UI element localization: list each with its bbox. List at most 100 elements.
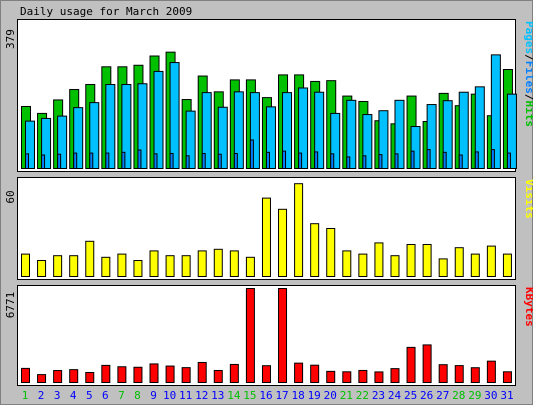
bar-visits-visits-day-17 — [278, 208, 288, 277]
bar-hits-pages-day-10 — [169, 152, 174, 170]
x-tick-label-day-31: 31 — [500, 389, 513, 402]
bar-hits-files-day-7 — [121, 84, 132, 169]
x-tick-label-day-8: 8 — [134, 389, 141, 402]
bar-kbytes-kbytes-day-14 — [229, 363, 239, 384]
x-tick-label-day-26: 26 — [420, 389, 433, 402]
bar-hits-pages-day-27 — [442, 151, 447, 170]
bar-visits-visits-day-18 — [294, 183, 304, 277]
bar-kbytes-kbytes-day-3 — [53, 370, 63, 383]
bar-visits-visits-day-6 — [101, 256, 111, 277]
bar-hits-pages-day-3 — [57, 153, 62, 170]
bar-visits-visits-day-24 — [390, 255, 400, 277]
x-tick-label-day-12: 12 — [195, 389, 208, 402]
x-tick-label-day-28: 28 — [452, 389, 465, 402]
x-tick-label-day-14: 14 — [227, 389, 241, 402]
bar-hits-files-day-28 — [458, 91, 469, 169]
x-tick-label-day-2: 2 — [38, 389, 45, 402]
bar-hits-files-day-20 — [330, 112, 341, 169]
x-tick-label-day-1: 1 — [22, 389, 29, 402]
bar-hits-pages-day-25 — [410, 150, 415, 169]
bar-hits-files-day-10 — [169, 62, 180, 169]
x-tick-label-day-30: 30 — [484, 389, 497, 402]
x-tick-label-day-4: 4 — [70, 389, 77, 402]
bar-visits-visits-day-31 — [502, 253, 512, 278]
panel-visits-legend: Visits — [523, 179, 533, 219]
bar-hits-pages-day-7 — [121, 151, 126, 170]
bar-visits-visits-day-25 — [406, 244, 416, 277]
bar-hits-files-day-5 — [89, 102, 100, 169]
bar-kbytes-kbytes-day-25 — [406, 346, 416, 383]
x-tick-label-day-24: 24 — [388, 389, 402, 402]
x-tick-label-day-3: 3 — [54, 389, 61, 402]
bar-kbytes-kbytes-day-15 — [245, 288, 255, 383]
bar-hits-pages-day-20 — [330, 153, 335, 170]
x-tick-label-day-19: 19 — [308, 389, 321, 402]
bar-hits-files-day-25 — [410, 126, 421, 169]
bar-kbytes-kbytes-day-26 — [422, 344, 432, 383]
bar-hits-files-day-21 — [346, 99, 357, 169]
x-tick-label-day-17: 17 — [275, 389, 288, 402]
x-tick-label-day-23: 23 — [372, 389, 385, 402]
panel-kbytes-max-label: 6771 — [4, 292, 17, 319]
bar-hits-files-day-15 — [249, 92, 260, 169]
x-tick-label-day-27: 27 — [436, 389, 449, 402]
bar-hits-pages-day-23 — [378, 154, 383, 170]
bar-hits-files-day-23 — [378, 110, 389, 170]
bar-kbytes-kbytes-day-27 — [438, 364, 448, 383]
bar-hits-files-day-11 — [185, 110, 196, 170]
bar-kbytes-kbytes-day-23 — [374, 371, 384, 383]
bar-kbytes-kbytes-day-10 — [165, 365, 175, 383]
bar-hits-pages-day-21 — [346, 156, 351, 169]
bar-visits-visits-day-19 — [310, 223, 320, 277]
bar-visits-visits-day-26 — [422, 244, 432, 277]
x-tick-label-day-21: 21 — [340, 389, 353, 402]
bar-hits-pages-day-26 — [426, 149, 431, 169]
bar-hits-pages-day-15 — [249, 139, 254, 170]
bar-hits-files-day-24 — [394, 99, 405, 169]
bar-visits-visits-day-27 — [438, 258, 448, 277]
bar-hits-files-day-31 — [506, 93, 517, 169]
x-tick-label-day-25: 25 — [404, 389, 417, 402]
bar-hits-pages-day-30 — [490, 149, 495, 169]
bar-visits-visits-day-23 — [374, 242, 384, 277]
panel-hits-legend-item: / — [523, 54, 533, 61]
bar-hits-files-day-8 — [137, 83, 148, 169]
bar-visits-visits-day-11 — [181, 255, 191, 277]
bar-hits-pages-day-9 — [153, 153, 158, 170]
bar-visits-visits-day-7 — [117, 253, 127, 278]
bar-hits-files-day-29 — [474, 86, 485, 169]
bar-visits-visits-day-22 — [358, 253, 368, 278]
panel-visits: 60 Visits — [4, 177, 533, 280]
bar-hits-files-day-17 — [282, 92, 293, 169]
x-tick-label-day-16: 16 — [259, 389, 272, 402]
bar-kbytes-kbytes-day-29 — [470, 367, 480, 383]
bar-hits-files-day-16 — [265, 106, 276, 169]
bar-kbytes-kbytes-day-6 — [101, 364, 111, 384]
bar-hits-files-day-19 — [314, 91, 325, 169]
bar-hits-files-day-27 — [442, 100, 453, 169]
panel-kbytes-legend-item: KBytes — [523, 287, 533, 327]
bar-kbytes-kbytes-day-19 — [310, 364, 320, 384]
bar-kbytes-kbytes-day-31 — [502, 371, 512, 384]
bar-hits-pages-day-11 — [185, 155, 190, 169]
chart-title: Daily usage for March 2009 — [20, 5, 192, 18]
bar-hits-pages-day-22 — [362, 155, 367, 169]
panel-kbytes-legend: KBytes — [523, 287, 533, 327]
bar-visits-visits-day-9 — [149, 250, 159, 277]
panel-visits-max-label: 60 — [4, 190, 17, 203]
panel-hits-legend-item: Hits — [523, 101, 533, 128]
bar-kbytes-kbytes-day-1 — [21, 367, 30, 384]
panel-kbytes: 6771 KBytes — [4, 285, 533, 386]
bar-hits-pages-day-24 — [394, 153, 399, 170]
bar-hits-files-day-13 — [217, 106, 228, 170]
bar-visits-visits-day-15 — [245, 256, 255, 277]
bar-hits-files-day-26 — [426, 104, 437, 170]
bar-hits-files-day-3 — [57, 115, 68, 169]
bar-hits-pages-day-6 — [105, 152, 110, 170]
bar-hits-pages-day-14 — [233, 152, 238, 170]
bar-kbytes-kbytes-day-30 — [486, 360, 496, 383]
panel-hits-max-label: 379 — [4, 29, 17, 49]
bar-hits-pages-day-18 — [298, 152, 303, 170]
bar-visits-visits-day-8 — [133, 260, 143, 277]
